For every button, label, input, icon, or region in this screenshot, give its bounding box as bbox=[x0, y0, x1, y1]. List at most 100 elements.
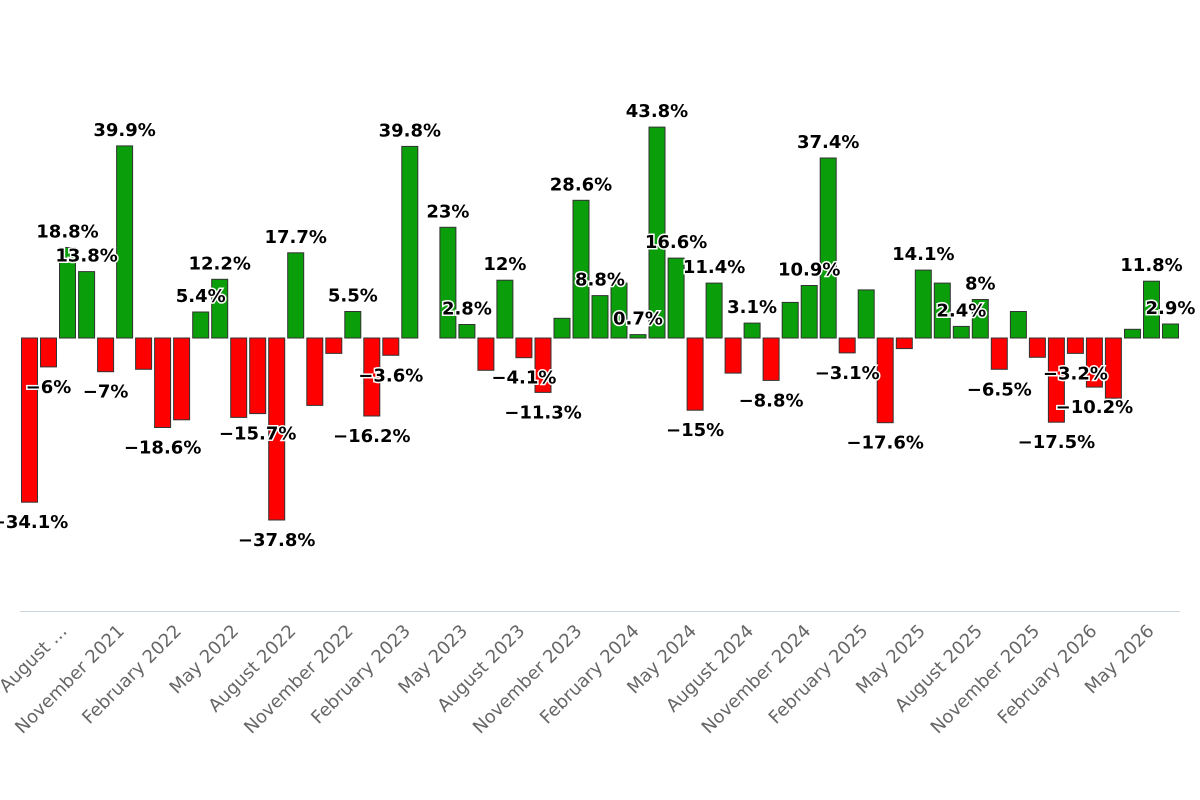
data-label-57: −10.2% bbox=[1056, 397, 1134, 418]
x-tick-label-3: February 2022 bbox=[78, 621, 186, 729]
bar-37[interactable] bbox=[705, 282, 723, 339]
bar-39[interactable] bbox=[743, 322, 761, 339]
bar-55[interactable] bbox=[1047, 337, 1065, 423]
bar-48[interactable] bbox=[914, 269, 932, 339]
bar-38[interactable] bbox=[724, 337, 742, 374]
bar-3[interactable] bbox=[59, 247, 76, 339]
bar-21[interactable] bbox=[401, 145, 419, 339]
bar-20[interactable] bbox=[382, 337, 400, 356]
data-label-18: 5.5% bbox=[328, 286, 378, 307]
bar-24[interactable] bbox=[458, 324, 476, 339]
data-label-27: −4.1% bbox=[491, 368, 556, 389]
bar-2[interactable] bbox=[40, 337, 57, 368]
bar-53[interactable] bbox=[1009, 311, 1027, 339]
bar-26[interactable] bbox=[496, 279, 514, 339]
bar-18[interactable] bbox=[344, 311, 362, 339]
bar-17[interactable] bbox=[325, 337, 343, 354]
bar-52[interactable] bbox=[990, 337, 1008, 370]
bar-6[interactable] bbox=[116, 145, 134, 339]
data-label-14: −37.8% bbox=[238, 530, 316, 551]
bar-30[interactable] bbox=[572, 199, 590, 339]
bar-1[interactable] bbox=[21, 337, 38, 503]
data-label-46: −17.6% bbox=[846, 433, 924, 454]
bar-29[interactable] bbox=[553, 317, 571, 339]
bar-59[interactable] bbox=[1124, 328, 1141, 339]
data-label-55: −17.5% bbox=[1018, 432, 1096, 453]
data-label-35: 16.6% bbox=[645, 232, 707, 253]
bar-42[interactable] bbox=[800, 285, 818, 339]
data-label-28: −11.3% bbox=[504, 402, 582, 423]
bar-28[interactable] bbox=[534, 337, 552, 393]
bar-10[interactable] bbox=[192, 311, 210, 339]
bar-19[interactable] bbox=[363, 337, 381, 417]
bar-9[interactable] bbox=[173, 337, 191, 421]
bar-31[interactable] bbox=[591, 295, 609, 339]
bar-27[interactable] bbox=[515, 337, 533, 359]
bar-50[interactable] bbox=[952, 325, 970, 339]
bar-58[interactable] bbox=[1104, 337, 1122, 399]
data-label-3: 18.8% bbox=[36, 222, 98, 243]
bar-44[interactable] bbox=[838, 337, 856, 354]
bar-14[interactable] bbox=[268, 337, 286, 521]
bar-49[interactable] bbox=[933, 282, 951, 339]
data-label-23: 23% bbox=[426, 201, 469, 222]
bar-36[interactable] bbox=[686, 337, 704, 411]
data-label-31: 8.8% bbox=[575, 270, 625, 291]
bar-33[interactable] bbox=[629, 334, 647, 339]
bar-45[interactable] bbox=[857, 289, 875, 339]
data-label-43: 37.4% bbox=[797, 132, 859, 153]
bar-15[interactable] bbox=[287, 252, 305, 339]
data-label-26: 12% bbox=[483, 254, 526, 275]
bar-34[interactable] bbox=[648, 126, 666, 339]
data-label-15: 17.7% bbox=[264, 227, 326, 248]
bar-47[interactable] bbox=[895, 337, 913, 350]
data-label-11: 12.2% bbox=[188, 253, 250, 274]
bar-7[interactable] bbox=[135, 337, 153, 370]
data-label-48: 14.1% bbox=[892, 244, 954, 265]
data-label-20: −3.6% bbox=[358, 365, 423, 386]
bar-25[interactable] bbox=[477, 337, 495, 371]
bar-35[interactable] bbox=[667, 257, 685, 339]
data-label-19: −16.2% bbox=[333, 426, 411, 447]
bar-4[interactable] bbox=[78, 271, 96, 339]
data-label-24: 2.8% bbox=[442, 299, 492, 320]
data-label-34: 43.8% bbox=[626, 101, 688, 122]
bar-60[interactable] bbox=[1143, 280, 1160, 339]
bar-16[interactable] bbox=[306, 337, 324, 406]
data-label-5: −7% bbox=[83, 382, 129, 403]
data-label-4: 13.8% bbox=[55, 246, 117, 267]
x-tick-label-19: February 2026 bbox=[994, 621, 1102, 729]
bar-41[interactable] bbox=[781, 301, 799, 339]
bar-61[interactable] bbox=[1162, 323, 1179, 339]
bar-13[interactable] bbox=[249, 337, 267, 415]
data-label-36: −15% bbox=[666, 420, 724, 441]
bar-56[interactable] bbox=[1066, 337, 1084, 354]
bar-12[interactable] bbox=[230, 337, 248, 418]
data-label-51: 8% bbox=[965, 274, 996, 295]
data-label-21: 39.8% bbox=[379, 120, 441, 141]
x-tick-label-7: February 2023 bbox=[307, 621, 415, 729]
bar-8[interactable] bbox=[154, 337, 172, 428]
data-label-61: 2.9% bbox=[1146, 298, 1196, 319]
data-label-33: 0.7% bbox=[613, 309, 663, 330]
bar-51[interactable] bbox=[971, 299, 989, 339]
bar-54[interactable] bbox=[1028, 337, 1046, 358]
data-label-39: 3.1% bbox=[727, 297, 777, 318]
data-labels-group: −34.1% −6% 18.8% 13.8% −7% 39.9% −18.6% 5.4% 12.… bbox=[0, 100, 1197, 553]
bar-5[interactable] bbox=[97, 337, 115, 373]
data-label-37: 11.4% bbox=[683, 257, 745, 278]
bar-32[interactable] bbox=[610, 282, 628, 339]
bar-40[interactable] bbox=[762, 337, 780, 381]
bars-group bbox=[21, 126, 1179, 521]
data-label-1: −34.1% bbox=[0, 512, 68, 533]
bar-23[interactable] bbox=[439, 226, 457, 339]
bar-11[interactable] bbox=[211, 278, 229, 339]
bar-46[interactable] bbox=[876, 337, 894, 424]
bar-57[interactable] bbox=[1085, 337, 1103, 388]
bar-43[interactable] bbox=[819, 157, 837, 339]
data-label-6: 39.9% bbox=[93, 120, 155, 141]
data-label-60: 11.8% bbox=[1120, 255, 1182, 276]
